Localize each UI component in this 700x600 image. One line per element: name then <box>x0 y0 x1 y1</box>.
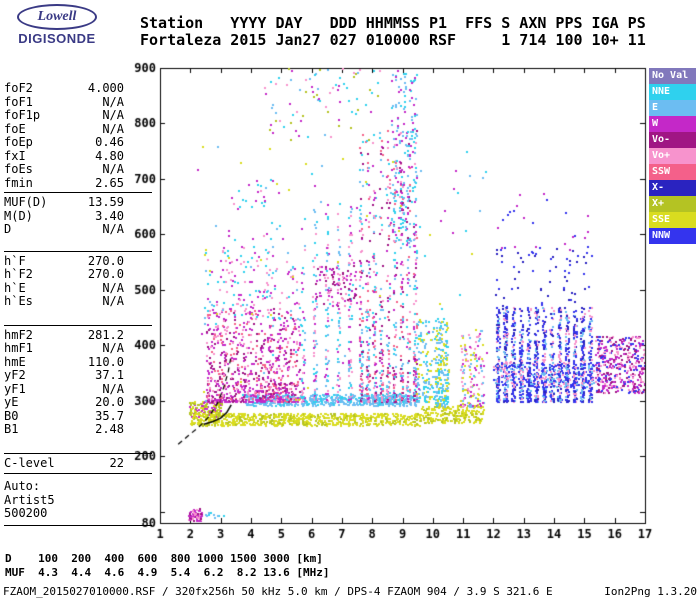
param-name: yF2 <box>4 368 26 382</box>
param-name: foEs <box>4 162 33 176</box>
param-value: 281.2 <box>87 327 124 342</box>
param-name: foE <box>4 121 26 136</box>
param-name: B1 <box>4 422 19 436</box>
param-name: hmF2 <box>4 327 33 342</box>
footer-file-info: FZAOM_2015027010000.RSF / 320fx256h 50 k… <box>3 585 553 598</box>
param-name: h`E <box>4 280 26 295</box>
param-name: fmin <box>4 175 33 190</box>
legend-item-nnw: NNW <box>649 228 696 244</box>
separator-line <box>4 324 152 326</box>
autoscaling-info-row: Artist5 <box>4 492 55 507</box>
param-name: B0 <box>4 408 19 423</box>
param-name: foEp <box>4 135 33 149</box>
param-name: fxI <box>4 148 26 163</box>
logo-subtext: DIGISONDE <box>18 31 96 46</box>
separator-line <box>4 250 152 252</box>
param-name: D <box>4 222 12 236</box>
param-row: h`F2 270.0 <box>4 267 154 282</box>
legend-item-vo-: Vo- <box>649 132 696 148</box>
param-name: MUF(D) <box>4 195 48 209</box>
param-name: h`F <box>4 253 26 268</box>
param-value: 110.0 <box>87 354 124 369</box>
footer-version: Ion2Png 1.3.20 <box>604 585 697 598</box>
param-row: hmF2 281.2 <box>4 327 154 343</box>
param-row: hmE 110.0 <box>4 354 154 370</box>
param-value: 270.0 <box>87 267 124 281</box>
separator-line <box>4 192 152 193</box>
param-row: h`F 270.0 <box>4 253 154 269</box>
station-header-labels: Station YYYY DAY DDD HHMMSS P1 FFS S AXN… <box>140 14 646 32</box>
param-name: hmE <box>4 354 26 369</box>
logo-oval: Lowell <box>17 4 97 30</box>
separator-line <box>4 452 152 454</box>
legend-item-sse: SSE <box>649 212 696 228</box>
separator-line <box>4 473 152 474</box>
direction-legend: No Val NNE E W Vo- Vo+ SSW X- X+ SSE NNW <box>649 68 696 244</box>
param-name: C-level <box>4 455 55 470</box>
legend-item-vo+: Vo+ <box>649 148 696 164</box>
legend-item-nne: NNE <box>649 84 696 100</box>
param-name: foF1 <box>4 94 33 109</box>
param-name: yE <box>4 395 19 409</box>
legend-item-ssw: SSW <box>649 164 696 180</box>
legend-item-no-val: No Val <box>649 68 696 84</box>
legend-item-x-: X- <box>649 180 696 196</box>
param-name: hmF1 <box>4 341 33 355</box>
param-value: 270.0 <box>87 253 124 268</box>
autoscaling-info-row: 500200 <box>4 506 48 520</box>
ionogram-plot <box>115 58 660 558</box>
autoscaling-info-row: Auto: <box>4 479 41 493</box>
distance-row: D 100 200 400 600 800 1000 1500 3000 [km… <box>5 552 323 565</box>
separator-line <box>4 524 152 526</box>
param-name: foF2 <box>4 81 33 95</box>
param-row: foF2 4.000 <box>4 81 154 96</box>
legend-item-e: E <box>649 100 696 116</box>
lowell-digisonde-logo: Lowell DIGISONDE <box>8 4 106 46</box>
station-header-values: Fortaleza 2015 Jan27 027 010000 RSF 1 71… <box>140 31 646 49</box>
legend-item-w: W <box>649 116 696 132</box>
param-value: 13.59 <box>87 195 124 209</box>
param-name: h`F2 <box>4 267 33 281</box>
param-name: M(D) <box>4 208 33 223</box>
param-value: 4.000 <box>87 81 124 95</box>
param-row: MUF(D) 13.59 <box>4 195 154 210</box>
legend-item-x+: X+ <box>649 196 696 212</box>
param-name: h`Es <box>4 294 33 308</box>
param-name: foF1p <box>4 108 41 122</box>
logo-text: Lowell <box>37 9 77 24</box>
param-name: yF1 <box>4 381 26 396</box>
muf-row: MUF 4.3 4.4 4.6 4.9 5.4 6.2 8.2 13.6 [MH… <box>5 566 330 579</box>
